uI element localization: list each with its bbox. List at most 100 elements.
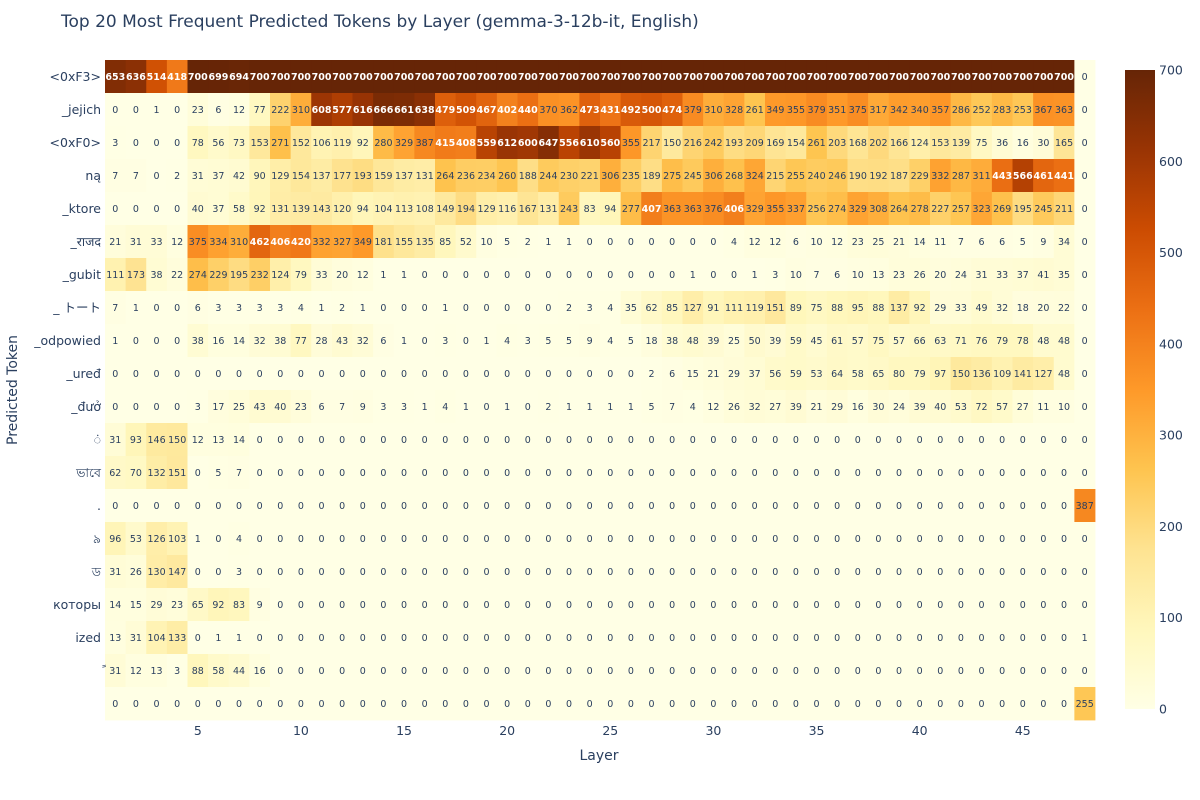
heatmap-cell: [105, 357, 127, 391]
heatmap-cell: [414, 456, 436, 490]
heatmap-cell: [166, 456, 188, 490]
cell-value-label: 0: [896, 600, 902, 611]
cell-value-label: 79: [996, 336, 1008, 347]
heatmap-cell: [847, 522, 869, 556]
cell-value-label: 0: [442, 600, 448, 611]
cell-value-label: 274: [828, 204, 846, 215]
y-tick-label: _ トート: [52, 300, 101, 315]
heatmap-cell: [600, 588, 622, 622]
heatmap-cell: [538, 93, 560, 127]
cell-value-label: 0: [298, 567, 304, 578]
heatmap-cell: [888, 456, 910, 490]
cell-value-label: 0: [649, 567, 655, 578]
heatmap-cell: [806, 258, 828, 292]
heatmap-cell: [373, 225, 395, 259]
cell-value-label: 0: [834, 567, 840, 578]
heatmap-cell: [826, 621, 848, 655]
cell-value-label: 0: [731, 633, 737, 644]
heatmap-cell: [950, 489, 972, 523]
cell-value-label: 0: [896, 435, 902, 446]
cell-value-label: 0: [628, 633, 634, 644]
cell-value-label: 0: [587, 633, 593, 644]
heatmap-cell: [166, 687, 188, 721]
heatmap-cell: [414, 60, 436, 94]
cell-value-label: 150: [952, 369, 970, 380]
cell-value-label: 104: [147, 633, 165, 644]
heatmap-cell: [806, 522, 828, 556]
cell-value-label: 0: [690, 237, 696, 248]
heatmap-cell: [331, 555, 353, 589]
cell-value-label: 131: [416, 171, 434, 182]
heatmap-cell: [600, 687, 622, 721]
cell-value-label: 0: [380, 633, 386, 644]
heatmap-cell: [476, 423, 498, 457]
cell-value-label: 0: [752, 666, 758, 677]
heatmap-cell: [579, 357, 601, 391]
cell-value-label: 0: [649, 534, 655, 545]
heatmap-cell: [435, 588, 457, 622]
cell-value-label: 0: [1020, 534, 1026, 545]
heatmap-cell: [455, 93, 477, 127]
heatmap-cell: [991, 654, 1013, 688]
heatmap-cell: [373, 654, 395, 688]
heatmap-cell: [1033, 357, 1055, 391]
heatmap-cell: [208, 159, 230, 193]
heatmap-cell: [146, 390, 168, 424]
cell-value-label: 474: [662, 105, 682, 116]
heatmap-cell: [930, 159, 952, 193]
heatmap-cell: [723, 291, 745, 325]
heatmap-cell: [991, 489, 1013, 523]
heatmap-cell: [991, 225, 1013, 259]
cell-value-label: 77: [254, 105, 266, 116]
heatmap-cell: [703, 621, 725, 655]
cell-value-label: 23: [171, 600, 183, 611]
heatmap-cell: [1053, 390, 1075, 424]
cell-value-label: 15: [687, 369, 699, 380]
cell-value-label: 0: [236, 501, 242, 512]
cell-value-label: 104: [374, 204, 392, 215]
heatmap-cell: [971, 489, 993, 523]
heatmap-cell: [187, 588, 209, 622]
cell-value-label: 0: [422, 501, 428, 512]
heatmap-cell: [208, 192, 230, 226]
heatmap-cell: [579, 522, 601, 556]
cell-value-label: 25: [872, 237, 884, 248]
heatmap-cell: [682, 654, 704, 688]
heatmap-cell: [600, 423, 622, 457]
heatmap-cell: [868, 126, 890, 160]
cell-value-label: 700: [580, 72, 600, 83]
cell-value-label: 0: [710, 567, 716, 578]
cell-value-label: 700: [992, 72, 1012, 83]
heatmap-cell: [868, 93, 890, 127]
heatmap-cell: [930, 423, 952, 457]
y-tick-label: .: [97, 498, 101, 513]
heatmap-cell: [208, 687, 230, 721]
cell-value-label: 0: [896, 468, 902, 479]
cell-value-label: 0: [545, 534, 551, 545]
heatmap-cell: [517, 390, 539, 424]
cell-value-label: 10: [811, 237, 823, 248]
cell-value-label: 5: [628, 336, 634, 347]
heatmap-cell: [888, 489, 910, 523]
heatmap-cell: [847, 291, 869, 325]
cell-value-label: 0: [690, 666, 696, 677]
cell-value-label: 0: [1082, 237, 1088, 248]
heatmap-cell: [991, 621, 1013, 655]
cell-value-label: 155: [395, 237, 413, 248]
cell-value-label: 0: [1040, 699, 1046, 710]
heatmap-cell: [187, 324, 209, 358]
heatmap-cell: [290, 159, 312, 193]
cell-value-label: 0: [1082, 303, 1088, 314]
heatmap-cell: [538, 258, 560, 292]
cell-value-label: 0: [710, 633, 716, 644]
cell-value-label: 16: [212, 336, 224, 347]
heatmap-cell: [331, 324, 353, 358]
heatmap-cell: [1074, 93, 1096, 127]
heatmap-cell: [1033, 225, 1055, 259]
cell-value-label: 0: [380, 600, 386, 611]
heatmap-cell: [991, 159, 1013, 193]
heatmap-cell: [331, 225, 353, 259]
heatmap-cell: [125, 489, 147, 523]
cell-value-label: 0: [525, 369, 531, 380]
heatmap-cell: [496, 621, 518, 655]
